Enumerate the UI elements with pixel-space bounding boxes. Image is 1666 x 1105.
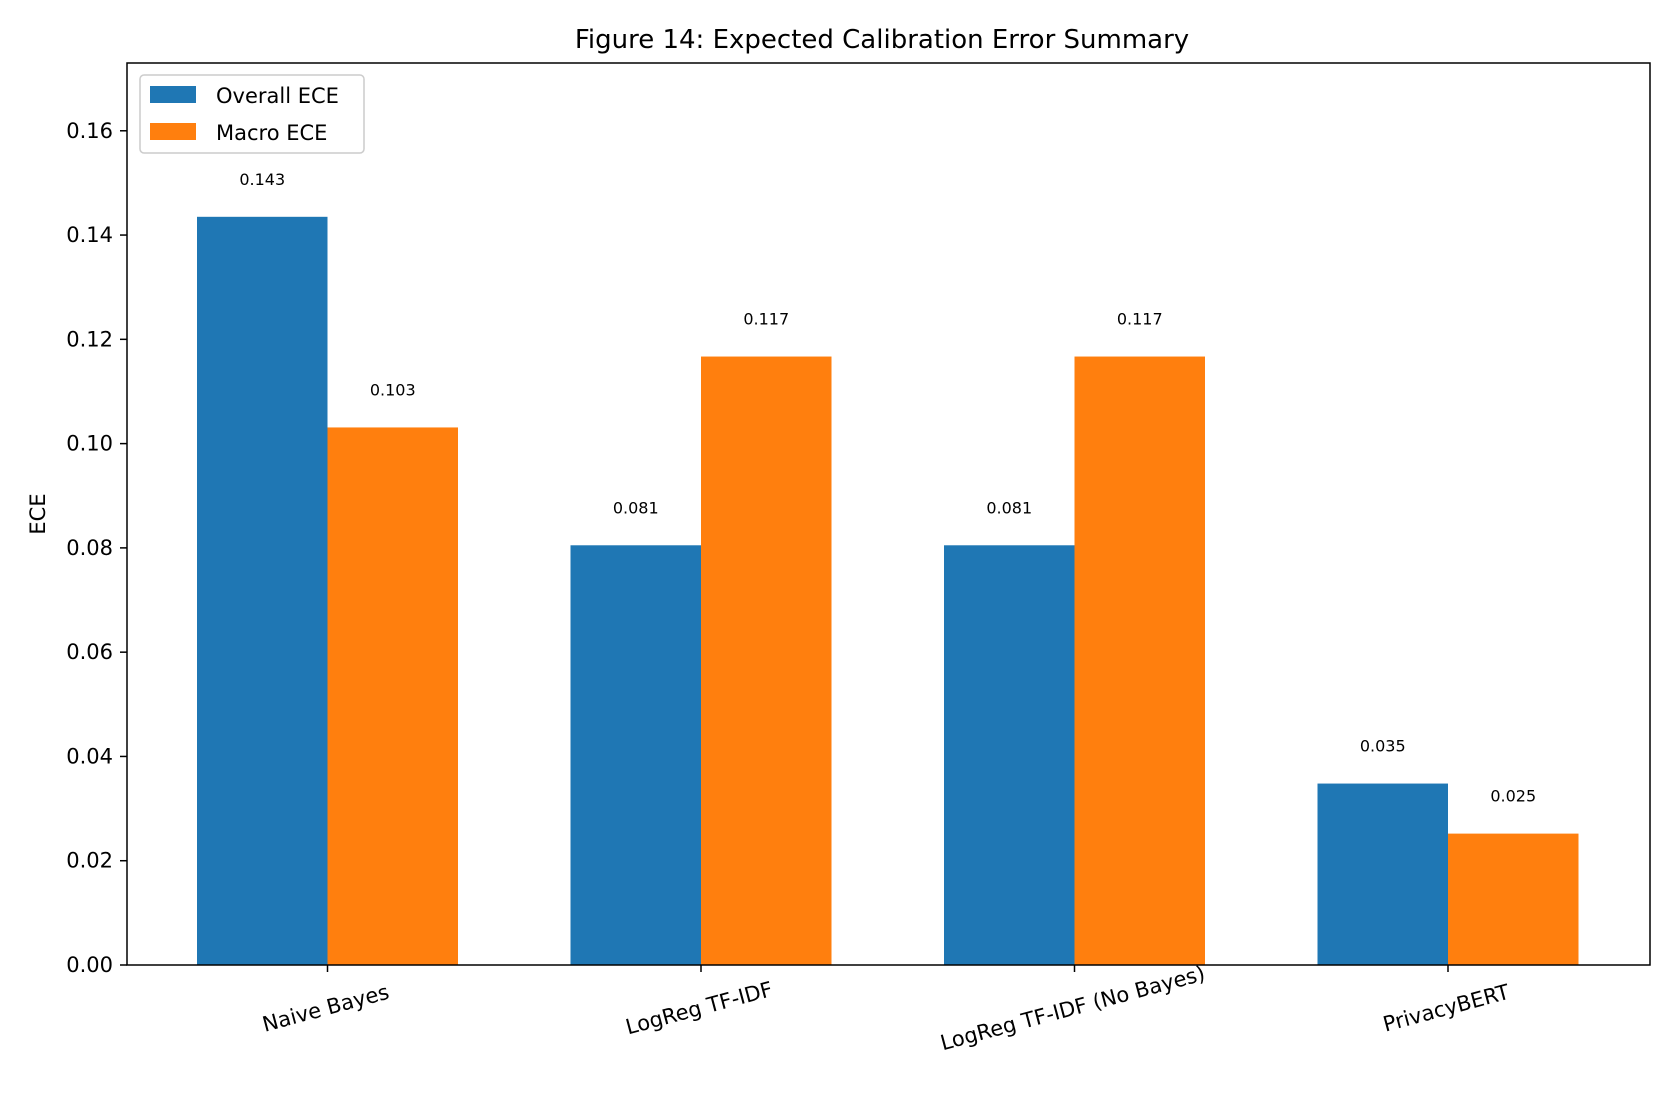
- y-tick-label: 0.04: [66, 744, 113, 768]
- chart-title: Figure 14: Expected Calibration Error Su…: [575, 25, 1189, 55]
- bar-value-label: 0.117: [1117, 310, 1163, 329]
- bar-value-label: 0.117: [743, 310, 789, 329]
- y-tick-label: 0.06: [66, 640, 113, 664]
- bar-value-label: 0.025: [1490, 787, 1536, 806]
- legend: Overall ECE Macro ECE: [139, 74, 365, 154]
- bar-value-label: 0.035: [1360, 737, 1406, 756]
- bar-value-label: 0.103: [370, 380, 416, 399]
- y-axis-label: ECE: [26, 493, 50, 534]
- bar-overall-0: [197, 216, 328, 965]
- bar-macro-2: [1074, 356, 1205, 966]
- y-axis: 0.00 0.02 0.04 0.06 0.08 0.10 0.12 0.14 0.16: [66, 119, 127, 977]
- bar-overall-1: [570, 545, 701, 965]
- bar-macro-1: [701, 356, 832, 966]
- bar-value-label: 0.081: [613, 498, 659, 517]
- bar-value-label: 0.143: [239, 170, 285, 189]
- bars-group: [197, 216, 1579, 966]
- y-tick-label: 0.08: [66, 536, 113, 560]
- bar-macro-3: [1448, 833, 1579, 965]
- y-tick-label: 0.14: [66, 223, 113, 247]
- y-tick-label: 0.10: [66, 432, 113, 456]
- bar-overall-2: [944, 545, 1075, 965]
- y-tick-label: 0.16: [66, 119, 113, 143]
- bar-value-label: 0.081: [986, 498, 1032, 517]
- plot-frame: [126, 62, 1651, 966]
- legend-label-overall-ece: Overall ECE: [216, 84, 339, 108]
- bar-macro-0: [327, 427, 458, 965]
- legend-swatch-macro-ece: [150, 123, 196, 140]
- y-tick-label: 0.12: [66, 327, 113, 351]
- y-tick-label: 0.02: [66, 849, 113, 873]
- bar-overall-3: [1317, 783, 1448, 965]
- y-tick-label: 0.00: [66, 953, 113, 977]
- legend-swatch-overall-ece: [150, 86, 196, 103]
- legend-label-macro-ece: Macro ECE: [216, 121, 327, 145]
- value-labels-group: 0.143 0.081 0.081 0.035 0.103 0.117 0.117 0.025: [239, 170, 1536, 806]
